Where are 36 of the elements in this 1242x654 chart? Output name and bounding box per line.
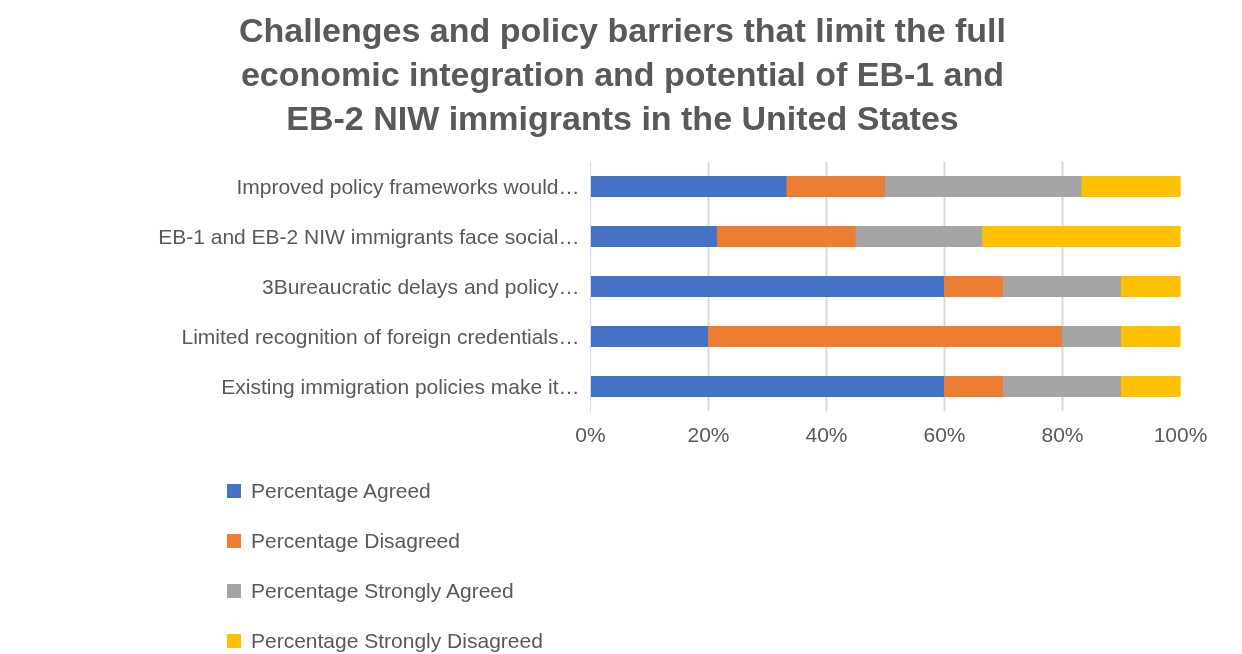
chart-title: Challenges and policy barriers that limit the full economic integration and potential of EB-1 and EB-2 NIW immigrants in the United States <box>238 10 1007 140</box>
bar <box>1121 375 1181 397</box>
x-tick-label: 100% <box>1153 422 1208 446</box>
bar <box>1062 325 1122 347</box>
legend-label: Percentage Strongly Agreed <box>251 577 514 604</box>
bar <box>1121 325 1181 347</box>
y-tick-label: EB-1 and EB-2 NIW immigrants face social… <box>158 224 580 248</box>
bar <box>590 225 718 247</box>
bar <box>708 325 1063 347</box>
bar <box>590 175 788 197</box>
bar <box>1121 275 1181 297</box>
legend-label: Percentage Agreed <box>251 477 431 504</box>
y-tick-label: Existing immigration policies make it… <box>221 374 580 398</box>
bar <box>590 325 709 347</box>
bar <box>944 275 1004 297</box>
legend-label: Percentage Strongly Disagreed <box>251 627 543 654</box>
x-tick-label: 60% <box>923 422 966 446</box>
y-tick-label: Improved policy frameworks would… <box>236 174 580 198</box>
bar <box>786 175 886 197</box>
bar <box>716 225 857 247</box>
x-tick-label: 40% <box>805 422 848 446</box>
bar <box>944 375 1004 397</box>
bar <box>1081 175 1181 197</box>
bar <box>590 275 945 297</box>
legend-label: Percentage Disagreed <box>251 527 460 554</box>
y-tick-label: Limited recognition of foreign credentials… <box>181 324 580 348</box>
bar <box>982 225 1181 247</box>
bar <box>1003 375 1122 397</box>
bar <box>1003 275 1122 297</box>
x-tick-label: 0% <box>575 422 606 446</box>
bar <box>590 375 945 397</box>
y-tick-label: 3Bureaucratic delays and policy… <box>262 274 580 298</box>
x-tick-label: 20% <box>687 422 730 446</box>
x-tick-label: 80% <box>1041 422 1084 446</box>
bar <box>885 175 1083 197</box>
bar <box>855 225 984 247</box>
